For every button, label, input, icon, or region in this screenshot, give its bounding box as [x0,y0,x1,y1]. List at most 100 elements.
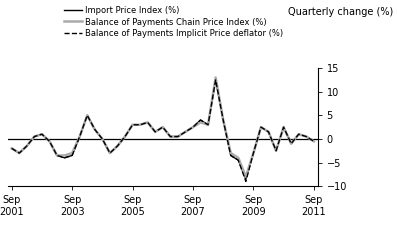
Balance of Payments Chain Price Index (%) [70,152,75,154]
Balance of Payments Chain Price Index (%) [10,147,14,150]
Import Price Index (%) [93,128,97,131]
Import Price Index (%) [274,149,278,152]
Balance of Payments Implicit Price deflator (%) [47,140,52,143]
Balance of Payments Chain Price Index (%) [289,142,293,145]
Balance of Payments Chain Price Index (%) [17,152,22,154]
Import Price Index (%) [17,152,22,154]
Balance of Payments Implicit Price deflator (%) [168,135,173,138]
Balance of Payments Chain Price Index (%) [213,76,218,79]
Balance of Payments Implicit Price deflator (%) [311,140,316,143]
Balance of Payments Chain Price Index (%) [311,140,316,143]
Balance of Payments Chain Price Index (%) [93,128,97,131]
Balance of Payments Chain Price Index (%) [191,126,195,128]
Import Price Index (%) [115,145,120,147]
Balance of Payments Implicit Price deflator (%) [153,131,158,133]
Balance of Payments Implicit Price deflator (%) [296,133,301,136]
Import Price Index (%) [198,119,203,121]
Balance of Payments Chain Price Index (%) [168,135,173,138]
Balance of Payments Chain Price Index (%) [296,133,301,136]
Balance of Payments Chain Price Index (%) [304,135,308,138]
Line: Balance of Payments Chain Price Index (%): Balance of Payments Chain Price Index (%… [12,78,314,177]
Balance of Payments Chain Price Index (%) [85,114,90,117]
Import Price Index (%) [153,131,158,133]
Balance of Payments Implicit Price deflator (%) [258,126,263,128]
Import Price Index (%) [32,135,37,138]
Balance of Payments Chain Price Index (%) [32,135,37,138]
Balance of Payments Implicit Price deflator (%) [108,152,112,154]
Import Price Index (%) [281,126,286,128]
Balance of Payments Implicit Price deflator (%) [100,138,105,140]
Balance of Payments Chain Price Index (%) [145,121,150,124]
Import Price Index (%) [130,123,135,126]
Import Price Index (%) [77,135,82,138]
Balance of Payments Implicit Price deflator (%) [281,126,286,128]
Balance of Payments Implicit Price deflator (%) [145,121,150,124]
Balance of Payments Implicit Price deflator (%) [40,133,44,136]
Balance of Payments Implicit Price deflator (%) [85,114,90,117]
Balance of Payments Chain Price Index (%) [243,175,248,178]
Balance of Payments Implicit Price deflator (%) [115,145,120,147]
Import Price Index (%) [55,154,60,157]
Import Price Index (%) [304,135,308,138]
Balance of Payments Chain Price Index (%) [206,123,210,126]
Balance of Payments Implicit Price deflator (%) [70,154,75,157]
Import Price Index (%) [160,126,165,128]
Balance of Payments Chain Price Index (%) [236,156,241,159]
Balance of Payments Implicit Price deflator (%) [175,135,180,138]
Balance of Payments Chain Price Index (%) [138,123,143,126]
Balance of Payments Chain Price Index (%) [115,145,120,147]
Balance of Payments Chain Price Index (%) [221,119,225,121]
Balance of Payments Chain Price Index (%) [100,138,105,140]
Balance of Payments Chain Price Index (%) [258,126,263,128]
Balance of Payments Chain Price Index (%) [160,126,165,128]
Balance of Payments Chain Price Index (%) [130,123,135,126]
Balance of Payments Chain Price Index (%) [153,131,158,133]
Import Price Index (%) [138,123,143,126]
Balance of Payments Implicit Price deflator (%) [77,135,82,138]
Import Price Index (%) [296,133,301,136]
Balance of Payments Implicit Price deflator (%) [236,159,241,162]
Balance of Payments Implicit Price deflator (%) [55,154,60,157]
Import Price Index (%) [251,152,256,154]
Balance of Payments Implicit Price deflator (%) [160,126,165,128]
Import Price Index (%) [62,156,67,159]
Import Price Index (%) [236,159,241,162]
Balance of Payments Chain Price Index (%) [108,152,112,154]
Balance of Payments Implicit Price deflator (%) [304,135,308,138]
Balance of Payments Implicit Price deflator (%) [213,79,218,81]
Import Price Index (%) [266,131,271,133]
Import Price Index (%) [228,154,233,157]
Import Price Index (%) [221,119,225,121]
Import Price Index (%) [47,140,52,143]
Import Price Index (%) [40,133,44,136]
Import Price Index (%) [311,140,316,143]
Import Price Index (%) [258,126,263,128]
Import Price Index (%) [168,135,173,138]
Import Price Index (%) [108,152,112,154]
Import Price Index (%) [183,131,188,133]
Balance of Payments Implicit Price deflator (%) [228,154,233,157]
Import Price Index (%) [213,79,218,81]
Balance of Payments Implicit Price deflator (%) [266,131,271,133]
Text: Quarterly change (%): Quarterly change (%) [288,7,393,17]
Legend: Import Price Index (%), Balance of Payments Chain Price Index (%), Balance of Pa: Import Price Index (%), Balance of Payme… [64,6,283,38]
Balance of Payments Implicit Price deflator (%) [130,123,135,126]
Balance of Payments Implicit Price deflator (%) [183,131,188,133]
Balance of Payments Implicit Price deflator (%) [191,126,195,128]
Balance of Payments Implicit Price deflator (%) [123,135,127,138]
Balance of Payments Implicit Price deflator (%) [251,152,256,154]
Import Price Index (%) [85,114,90,117]
Import Price Index (%) [289,142,293,145]
Balance of Payments Implicit Price deflator (%) [25,145,29,147]
Balance of Payments Chain Price Index (%) [47,140,52,143]
Balance of Payments Implicit Price deflator (%) [221,119,225,121]
Balance of Payments Chain Price Index (%) [183,131,188,133]
Import Price Index (%) [175,135,180,138]
Balance of Payments Chain Price Index (%) [25,145,29,147]
Import Price Index (%) [123,135,127,138]
Import Price Index (%) [70,154,75,157]
Balance of Payments Implicit Price deflator (%) [198,119,203,121]
Balance of Payments Implicit Price deflator (%) [138,123,143,126]
Balance of Payments Implicit Price deflator (%) [274,149,278,152]
Balance of Payments Chain Price Index (%) [175,135,180,138]
